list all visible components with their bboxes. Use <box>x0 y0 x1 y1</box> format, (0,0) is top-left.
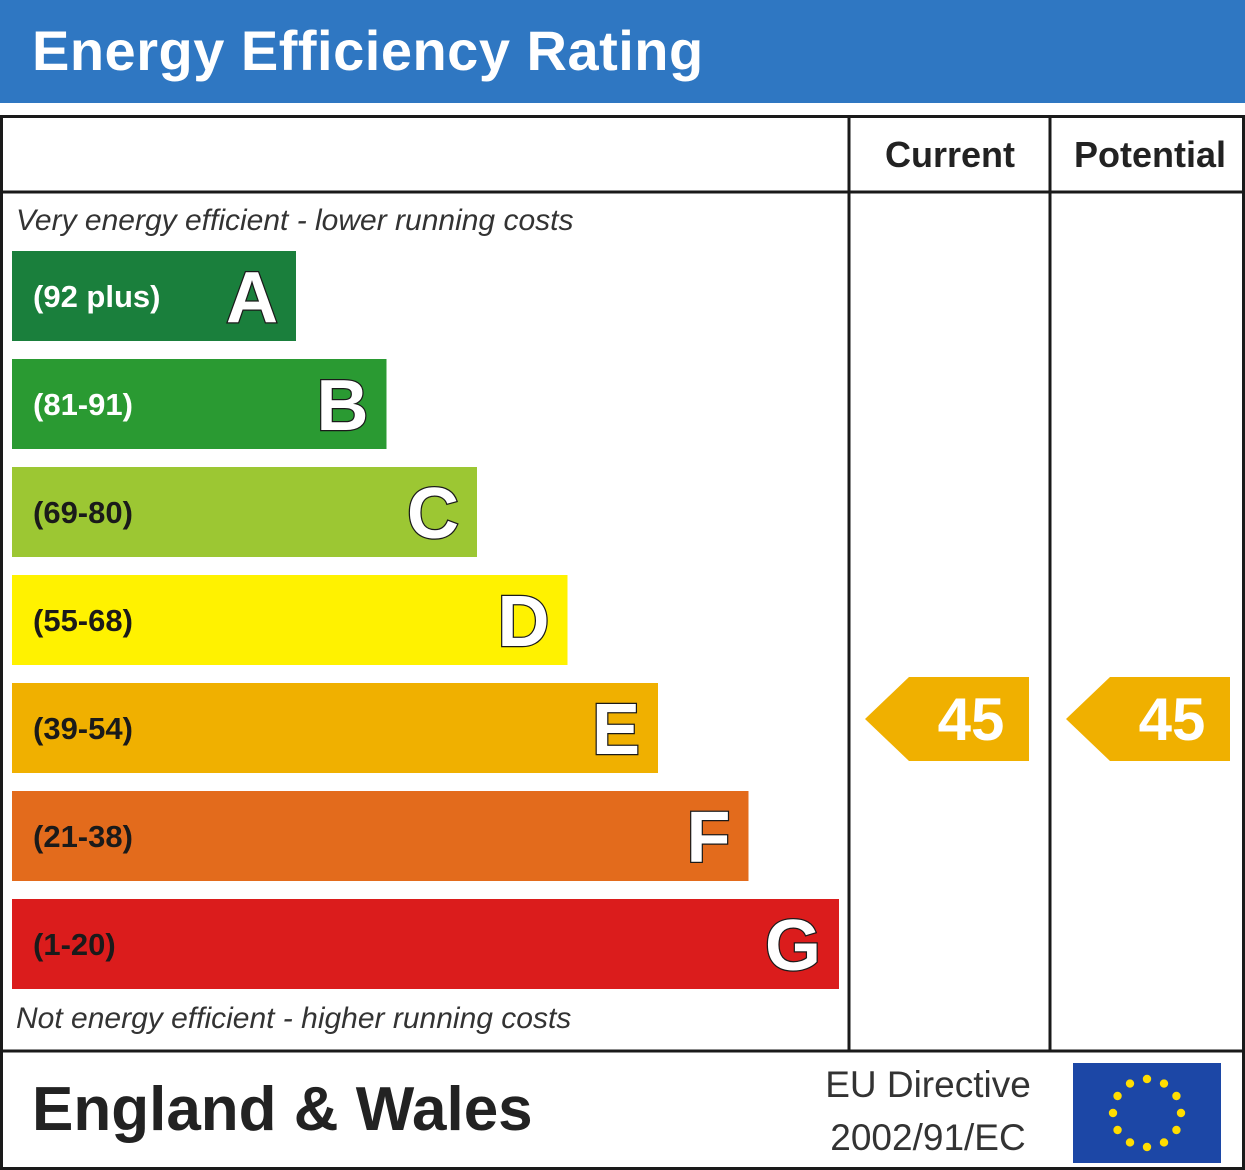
band-c-letter: C <box>407 474 459 554</box>
eu-star-icon <box>1159 1079 1169 1088</box>
eu-star-icon <box>1125 1138 1135 1147</box>
current-rating-arrow <box>865 677 1029 761</box>
table-grid <box>0 115 1245 1170</box>
eu-star-icon <box>1108 1108 1118 1118</box>
eu-star-icon <box>1142 1142 1152 1152</box>
current-column-header: Current <box>885 134 1015 175</box>
potential-column-header: Potential <box>1074 134 1226 175</box>
eu-star-icon <box>1113 1091 1122 1101</box>
potential-rating-value: 45 <box>1139 686 1206 753</box>
band-f-range: (21-38) <box>33 819 133 854</box>
eu-directive-line2: 2002/91/EC <box>830 1117 1025 1158</box>
band-b-range: (81-91) <box>33 387 133 422</box>
rating-bands: (92 plus) A (81-91) B (69-80) C (55-68) D (39-54… <box>12 251 839 989</box>
band-c-bar <box>12 467 477 557</box>
band-c-range: (69-80) <box>33 495 133 530</box>
band-e-letter: E <box>592 690 640 770</box>
eu-star-icon <box>1113 1125 1122 1135</box>
eu-star-icon <box>1159 1138 1169 1147</box>
potential-rating-arrow <box>1066 677 1230 761</box>
top-note: Very energy efficient - lower running co… <box>16 204 573 237</box>
eu-star-icon <box>1172 1125 1181 1135</box>
region-label: England & Wales <box>32 1075 533 1144</box>
eu-flag-icon <box>1073 1063 1221 1163</box>
rating-indicators: 45 45 <box>865 677 1230 761</box>
bottom-note: Not energy efficient - higher running co… <box>16 1002 571 1035</box>
band-a-range: (92 plus) <box>33 279 160 314</box>
band-d-range: (55-68) <box>33 603 133 638</box>
band-f-bar <box>12 791 749 881</box>
band-b-bar <box>12 359 387 449</box>
band-b-letter: B <box>317 366 369 446</box>
band-g-bar <box>12 899 839 989</box>
band-d-bar <box>12 575 568 665</box>
eu-star-icon <box>1172 1091 1181 1101</box>
eu-star-icon <box>1142 1074 1152 1084</box>
chart-title: Energy Efficiency Rating <box>32 19 704 82</box>
current-rating-value: 45 <box>938 686 1005 753</box>
eu-star-icon <box>1176 1108 1186 1118</box>
eu-directive-line1: EU Directive <box>825 1064 1031 1105</box>
band-d-letter: D <box>498 582 550 662</box>
band-e-bar <box>12 683 658 773</box>
band-e-range: (39-54) <box>33 711 133 746</box>
eu-star-icon <box>1125 1079 1135 1088</box>
band-g-letter: G <box>765 906 821 986</box>
band-g-range: (1-20) <box>33 927 116 962</box>
band-f-letter: F <box>687 798 731 878</box>
band-a-letter: A <box>226 258 278 338</box>
header-bar: Energy Efficiency Rating <box>0 0 1245 103</box>
band-a-bar <box>12 251 296 341</box>
